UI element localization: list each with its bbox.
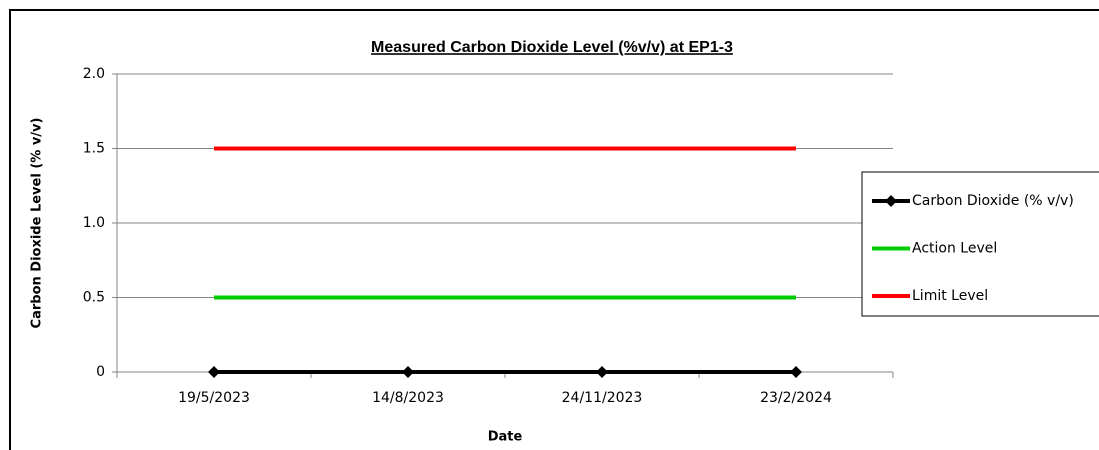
y-tick-label: 1.0 [83, 215, 105, 231]
x-tick-label: 19/5/2023 [178, 390, 250, 406]
x-tick-label: 14/8/2023 [372, 390, 444, 406]
data-point [402, 366, 414, 378]
data-point [790, 366, 802, 378]
y-tick-label: 0 [96, 364, 105, 380]
x-tick-label: 23/2/2024 [760, 390, 832, 406]
y-tick-label: 1.5 [83, 141, 105, 157]
x-axis-title: Date [488, 430, 523, 445]
legend-label: Limit Level [912, 288, 988, 304]
y-tick-label: 2.0 [83, 66, 105, 82]
legend-marker [885, 195, 897, 207]
legend-box [861, 171, 1099, 317]
legend-label: Action Level [912, 241, 997, 257]
chart-title: Measured Carbon Dioxide Level (%v/v) at … [371, 39, 733, 56]
data-point [208, 366, 220, 378]
y-tick-label: 0.5 [83, 290, 105, 306]
x-tick-label: 24/11/2023 [562, 390, 643, 406]
legend-label: Carbon Dioxide (% v/v) [912, 193, 1074, 209]
y-axis-title: Carbon Dioxide Level (% v/v) [30, 118, 45, 329]
data-point [596, 366, 608, 378]
